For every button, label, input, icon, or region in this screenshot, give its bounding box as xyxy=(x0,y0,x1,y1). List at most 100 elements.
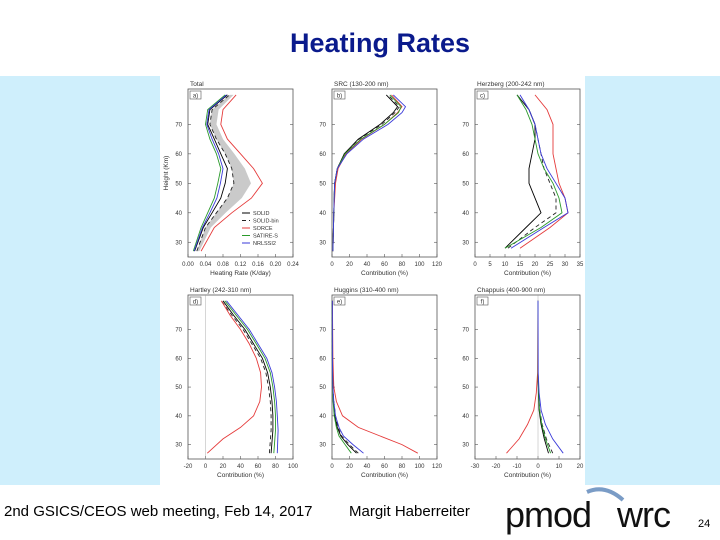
footer-author: Margit Haberreiter xyxy=(349,503,470,520)
panel-title: Total xyxy=(190,81,204,88)
panel-title: Huggins (310-400 nm) xyxy=(334,287,399,294)
x-tick-label: 40 xyxy=(237,464,244,470)
y-tick-label: 60 xyxy=(319,152,326,158)
series-line-sorce xyxy=(206,300,262,454)
panel-label-box xyxy=(333,90,346,100)
y-axis-label: Height (Km) xyxy=(163,156,170,191)
y-tick-label: 60 xyxy=(175,356,182,362)
legend-entry: SORCE xyxy=(253,226,273,232)
y-tick-label: 70 xyxy=(175,122,182,128)
panel-label: c) xyxy=(480,94,485,100)
series-line-solid-bin xyxy=(220,300,272,454)
y-tick-label: 60 xyxy=(175,152,182,158)
panel-frame xyxy=(474,294,581,460)
x-tick-label: 20 xyxy=(577,464,584,470)
series-line-satire-s xyxy=(331,300,352,454)
panel-frame xyxy=(331,88,438,258)
x-tick-label: 0 xyxy=(473,262,477,268)
series-line-satire-s xyxy=(504,94,563,249)
y-tick-label: 40 xyxy=(462,211,469,217)
logo-wrc: wrc xyxy=(617,494,671,535)
y-tick-label: 30 xyxy=(175,443,182,449)
panel-label-box xyxy=(189,296,202,306)
series-line-solid xyxy=(222,300,274,454)
x-tick-label: 0 xyxy=(536,464,540,470)
series-line-solid xyxy=(332,94,399,252)
legend-entry: SOLID xyxy=(253,211,270,217)
series-line-solid xyxy=(194,94,228,252)
x-tick-label: 20 xyxy=(220,464,227,470)
panel-label: d) xyxy=(193,300,198,306)
y-tick-label: 60 xyxy=(319,356,326,362)
panel-label-box xyxy=(476,296,489,306)
y-tick-label: 70 xyxy=(319,122,326,128)
x-tick-label: 60 xyxy=(255,464,262,470)
panel-label: f) xyxy=(481,300,485,306)
x-tick-label: 0.20 xyxy=(270,262,282,268)
x-tick-label: 120 xyxy=(432,262,443,268)
y-tick-label: 50 xyxy=(462,181,469,187)
x-tick-label: 0 xyxy=(330,464,334,470)
y-tick-label: 30 xyxy=(462,240,469,246)
x-tick-label: 15 xyxy=(517,262,524,268)
series-line-nrlssi2 xyxy=(537,300,564,454)
y-tick-label: 30 xyxy=(319,443,326,449)
x-axis-label: Contribution (%) xyxy=(504,472,551,479)
x-tick-label: -20 xyxy=(492,464,501,470)
x-tick-label: 35 xyxy=(577,262,584,268)
y-tick-label: 30 xyxy=(319,240,326,246)
y-tick-label: 40 xyxy=(319,414,326,420)
y-tick-label: 70 xyxy=(462,122,469,128)
series-line-solid-bin xyxy=(332,94,400,252)
x-tick-label: 5 xyxy=(488,262,492,268)
x-tick-label: -30 xyxy=(471,464,480,470)
x-tick-label: 30 xyxy=(562,262,569,268)
x-tick-label: 10 xyxy=(556,464,563,470)
panel-label-box xyxy=(476,90,489,100)
x-tick-label: 20 xyxy=(532,262,539,268)
series-line-sorce xyxy=(200,94,263,252)
panel-frame xyxy=(474,88,581,258)
series-line-sorce xyxy=(519,94,569,249)
x-tick-label: 0 xyxy=(330,262,334,268)
y-tick-label: 70 xyxy=(462,328,469,334)
uncertainty-band xyxy=(196,94,251,252)
y-tick-label: 50 xyxy=(319,181,326,187)
x-tick-label: 0.04 xyxy=(200,262,212,268)
series-line-solid-bin xyxy=(196,94,235,252)
y-tick-label: 60 xyxy=(462,356,469,362)
series-line-solid-bin xyxy=(537,300,554,454)
panel-label-box xyxy=(333,296,346,306)
x-tick-label: 60 xyxy=(381,262,388,268)
x-tick-label: 0.08 xyxy=(217,262,229,268)
x-tick-label: 60 xyxy=(381,464,388,470)
panel-frame xyxy=(331,294,438,460)
series-line-nrlssi2 xyxy=(332,94,407,252)
x-tick-label: 20 xyxy=(346,262,353,268)
y-tick-label: 70 xyxy=(319,328,326,334)
panel-label: a) xyxy=(193,94,198,100)
x-tick-label: 0.16 xyxy=(252,262,264,268)
y-tick-label: 30 xyxy=(175,240,182,246)
y-tick-label: 60 xyxy=(462,152,469,158)
x-axis-label: Contribution (%) xyxy=(504,270,551,277)
series-line-satire-s xyxy=(192,94,226,252)
series-line-solid-bin xyxy=(331,300,359,454)
x-tick-label: 100 xyxy=(414,262,425,268)
panel-label-box xyxy=(189,90,202,100)
panel-title: Chappuis (400-900 nm) xyxy=(477,287,545,294)
x-tick-label: 0.12 xyxy=(235,262,247,268)
y-tick-label: 40 xyxy=(175,414,182,420)
x-tick-label: 20 xyxy=(346,464,353,470)
x-axis-label: Heating Rate (K/day) xyxy=(210,270,271,277)
x-tick-label: 80 xyxy=(272,464,279,470)
x-tick-label: 40 xyxy=(364,464,371,470)
y-tick-label: 50 xyxy=(175,181,182,187)
series-line-nrlssi2 xyxy=(510,94,569,249)
x-tick-label: 25 xyxy=(547,262,554,268)
logo-pmod: pmod xyxy=(505,494,592,535)
logo-swoosh-icon xyxy=(586,487,625,502)
y-tick-label: 40 xyxy=(319,211,326,217)
series-line-nrlssi2 xyxy=(226,300,279,454)
